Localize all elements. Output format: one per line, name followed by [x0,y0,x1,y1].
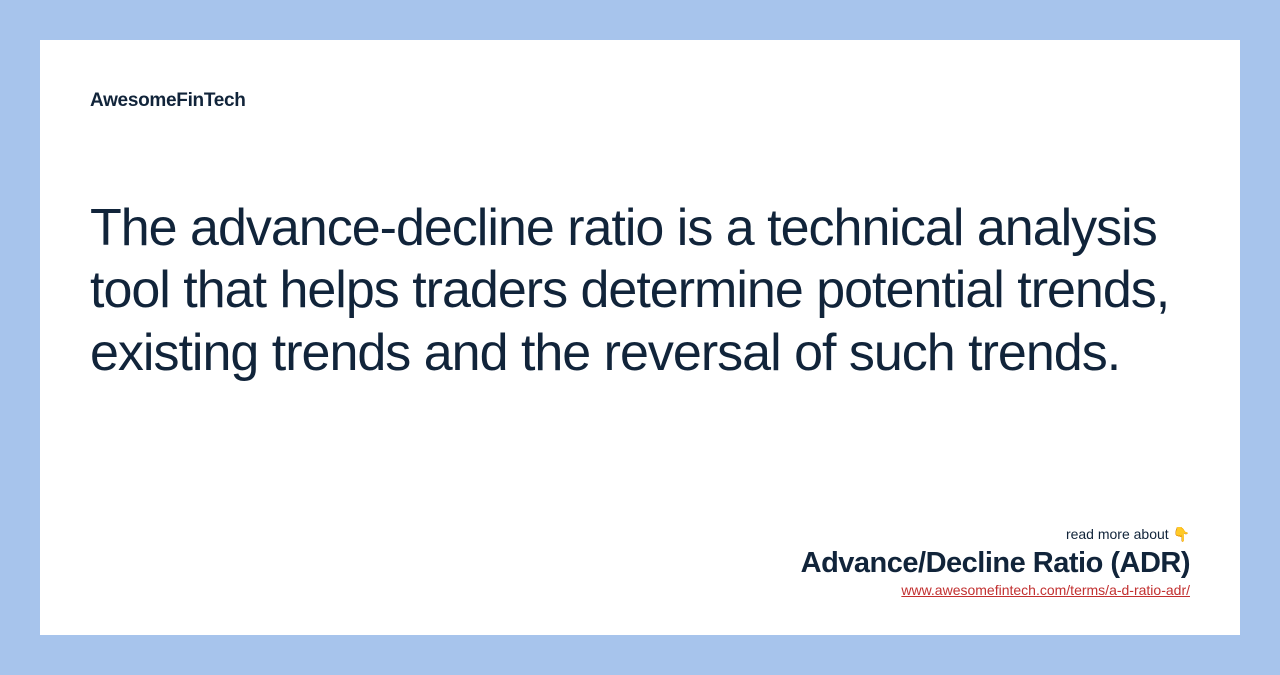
term-title: Advance/Decline Ratio (ADR) [801,547,1190,580]
read-more-label: read more about 👇 [801,526,1190,543]
footer-section: read more about 👇 Advance/Decline Ratio … [801,526,1190,600]
description-text: The advance-decline ratio is a technical… [90,197,1170,384]
source-link[interactable]: www.awesomefintech.com/terms/a-d-ratio-a… [901,582,1190,598]
brand-name: AwesomeFinTech [90,90,1190,112]
content-card: AwesomeFinTech The advance-decline ratio… [40,40,1240,635]
